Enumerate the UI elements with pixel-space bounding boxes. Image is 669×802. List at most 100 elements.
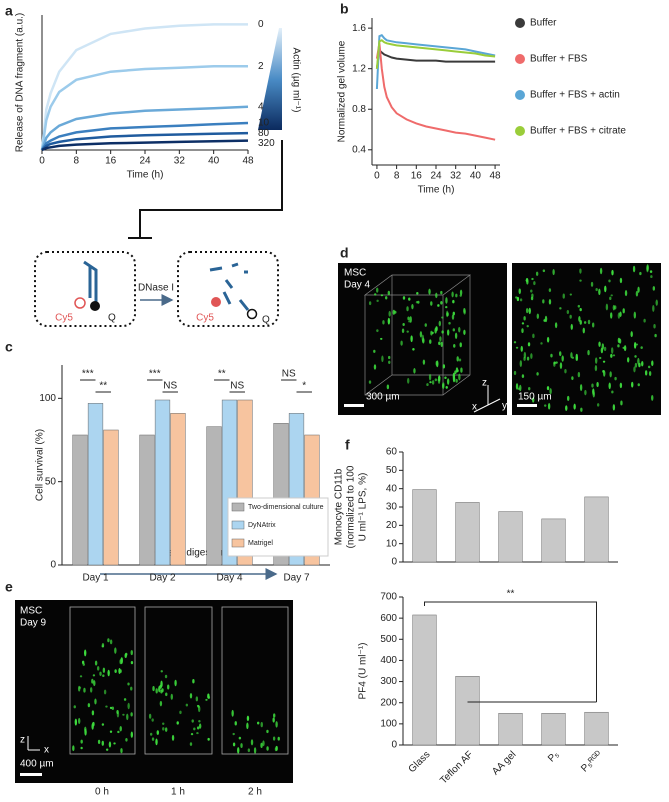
cell	[126, 713, 129, 721]
cell	[198, 723, 202, 729]
cell	[386, 384, 390, 390]
cell	[81, 660, 85, 665]
cell	[633, 366, 636, 373]
cell	[408, 297, 411, 301]
cell	[159, 700, 163, 707]
cell	[649, 270, 653, 273]
x-tick-label: 48	[490, 171, 502, 182]
cell	[101, 723, 105, 726]
significance-label: ***	[82, 369, 94, 380]
cell	[108, 741, 112, 748]
cell	[535, 271, 539, 276]
series-line	[375, 33, 496, 90]
cell	[630, 331, 633, 338]
cell	[442, 383, 445, 389]
cell	[80, 739, 83, 744]
cell	[151, 718, 154, 722]
legend-swatch	[515, 126, 525, 136]
cell	[92, 674, 96, 677]
cell	[196, 704, 200, 707]
x-tick-label: Day 7	[283, 573, 310, 584]
legend-swatch	[515, 18, 525, 28]
cell	[579, 279, 582, 282]
cell	[610, 347, 614, 354]
legend-label: Matrigel	[248, 540, 273, 547]
axis-label: z	[482, 378, 487, 389]
cell	[102, 674, 105, 678]
cell	[596, 403, 600, 407]
cell	[407, 377, 410, 384]
cell	[617, 344, 620, 348]
cell	[123, 698, 127, 701]
legend-swatch	[231, 538, 245, 548]
cell	[528, 386, 531, 391]
x-tick-label: Day 1	[82, 573, 109, 584]
cell	[451, 291, 454, 298]
cell	[102, 667, 106, 673]
cell	[116, 711, 120, 718]
cell	[530, 289, 533, 293]
cell	[266, 746, 269, 751]
cell	[160, 670, 163, 673]
y-tick-label: 300	[380, 676, 397, 687]
cell	[127, 702, 130, 710]
significance-label: NS	[282, 369, 296, 380]
cell	[633, 311, 637, 319]
cell	[382, 320, 385, 325]
cell	[579, 268, 582, 274]
bar	[139, 434, 155, 566]
cell	[73, 705, 76, 709]
cell	[87, 703, 91, 708]
legend-label: Buffer + FBS + citrate	[530, 126, 626, 137]
cell	[519, 298, 523, 302]
bar	[72, 434, 88, 566]
cell	[650, 275, 653, 279]
cell	[582, 327, 585, 334]
cell	[435, 360, 438, 366]
axis-label: y	[502, 401, 507, 412]
cell	[637, 383, 640, 387]
cell	[526, 356, 530, 361]
axis-label: z	[20, 735, 25, 746]
cell	[639, 271, 642, 276]
cell	[119, 725, 122, 732]
cell	[561, 355, 564, 362]
legend-box	[227, 497, 329, 557]
cell	[654, 333, 657, 338]
cell	[602, 369, 605, 373]
cell	[122, 713, 125, 716]
cell	[438, 320, 442, 327]
cell	[546, 336, 550, 343]
cell	[231, 709, 234, 717]
cell	[400, 340, 403, 346]
cell	[83, 687, 86, 693]
cell	[388, 355, 391, 360]
cell	[246, 722, 249, 730]
enzyme-label: DNase I	[138, 283, 174, 294]
sample-label: MSC	[20, 606, 42, 617]
image-panel-d: MSC Day 4 300 µm 150 µm z x y	[338, 263, 661, 415]
cell	[380, 337, 383, 340]
legend-swatch	[231, 502, 245, 512]
y-axis-title: PF4 (U ml⁻¹)	[358, 643, 369, 700]
cell	[594, 357, 598, 364]
cell	[412, 347, 415, 351]
bar	[541, 518, 566, 563]
cell	[540, 342, 543, 345]
cell	[162, 727, 165, 731]
cell	[387, 290, 391, 296]
cell	[195, 696, 199, 702]
cell	[519, 384, 522, 392]
significance-label: **	[507, 589, 515, 600]
cell	[578, 316, 581, 322]
cell	[107, 638, 110, 643]
y-tick-label: 0	[391, 557, 397, 568]
diagram: DNase I Cy5 Q Cy5 Q	[34, 251, 279, 327]
cell	[536, 313, 540, 319]
cell	[426, 383, 429, 387]
cell	[120, 657, 123, 665]
cell	[232, 732, 235, 736]
cell	[569, 293, 573, 296]
cell	[587, 350, 590, 356]
cell	[640, 346, 643, 350]
